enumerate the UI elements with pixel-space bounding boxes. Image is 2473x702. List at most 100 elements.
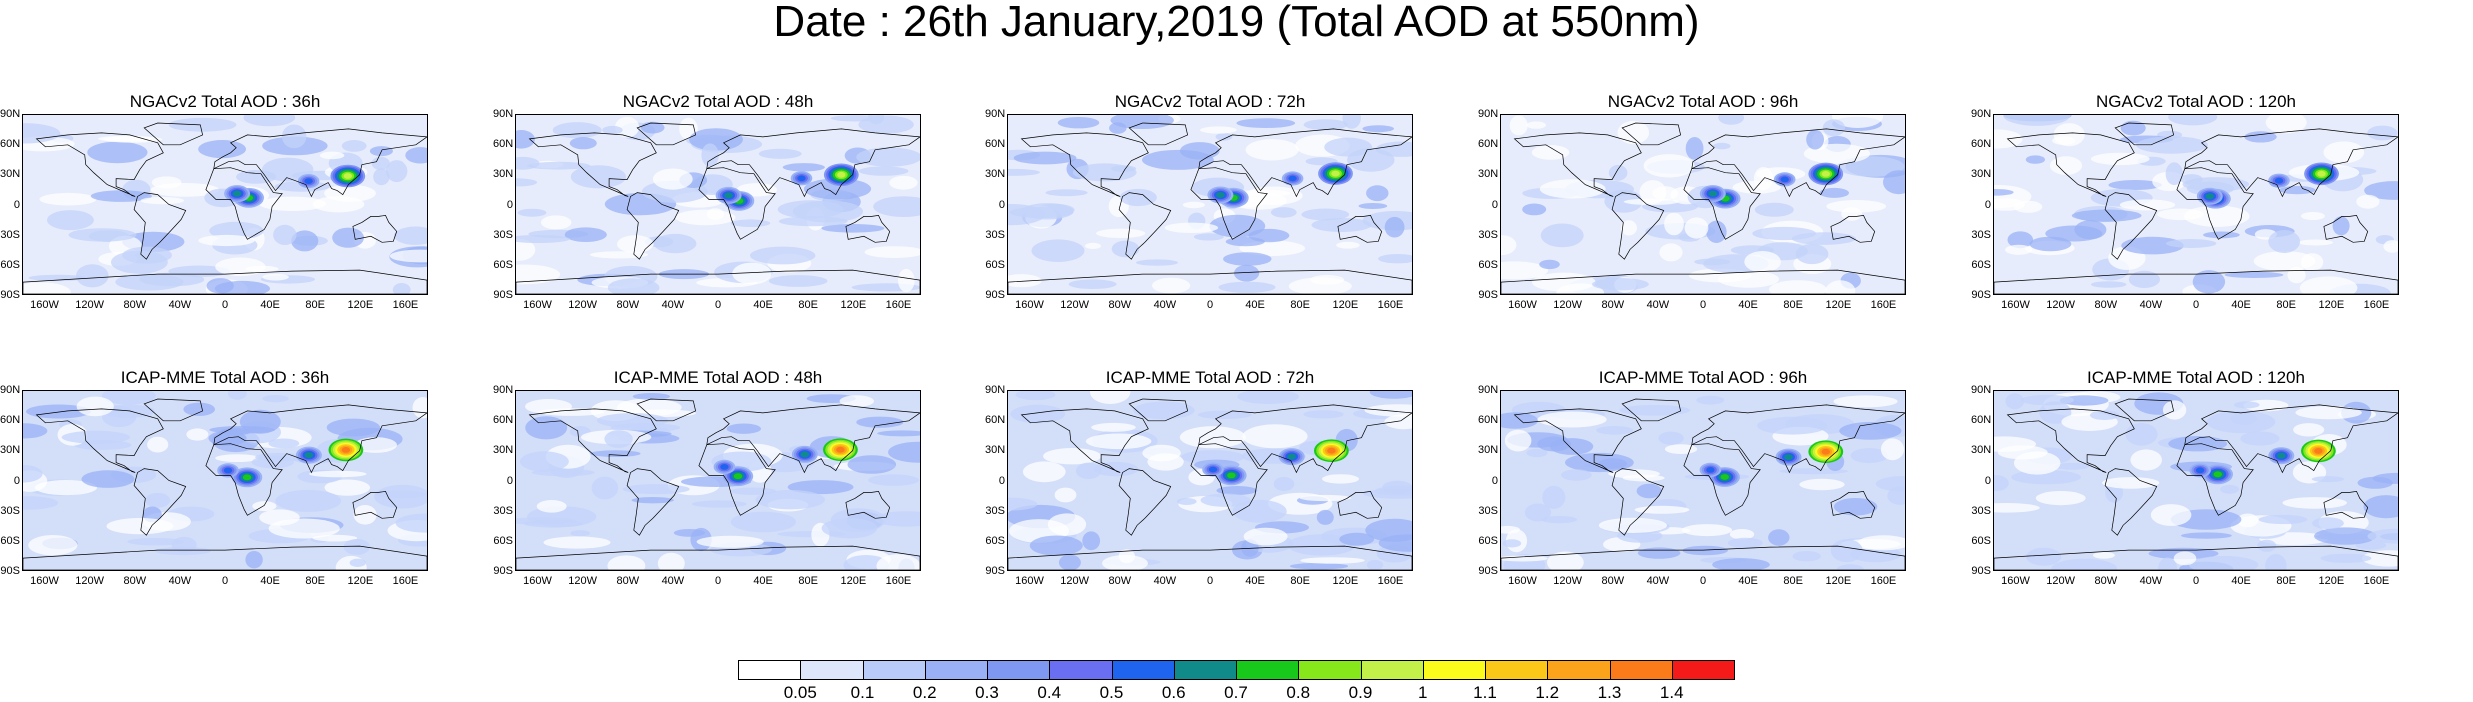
aod-hotspot (2274, 177, 2284, 184)
aod-blob (1237, 391, 1299, 404)
aod-blob (726, 423, 761, 434)
aod-blob (1806, 129, 1824, 150)
aod-hotspot (1780, 176, 1789, 183)
aod-map (1007, 114, 1413, 295)
aod-blob (1270, 207, 1297, 218)
aod-blob (1841, 207, 1862, 221)
coastline (516, 122, 920, 294)
aod-blob (1009, 206, 1074, 218)
aod-blob (259, 196, 326, 211)
panel-title: NGACv2 Total AOD : 72h (1114, 92, 1306, 111)
aod-blob (758, 148, 802, 159)
aod-blob (888, 441, 920, 463)
aod-blob (198, 234, 255, 247)
aod-blob (371, 156, 390, 170)
aod-blob (2128, 270, 2160, 288)
latitude-tick-label: 30S (0, 228, 20, 241)
aod-blob (76, 264, 109, 288)
aod-blob (2240, 431, 2280, 446)
aod-blob (570, 530, 590, 537)
aod-blob (2253, 251, 2316, 272)
aod-blob (214, 280, 270, 294)
latitude-tick-label: 60S (985, 534, 1005, 547)
aod-blob (1336, 241, 1360, 249)
panel-title: ICAP-MME Total AOD : 120h (2087, 368, 2305, 387)
aod-blob (1833, 395, 1898, 408)
longitude-tick-label: 40E (2231, 299, 2251, 311)
aod-blob (1375, 141, 1412, 157)
aod-blob (1526, 121, 1546, 129)
aod-blob (236, 170, 277, 184)
latitude-tick-label: 30S (1478, 504, 1498, 517)
aod-blob (696, 535, 764, 548)
aod-blob (1085, 433, 1152, 450)
longitude-tick-label: 160W (30, 575, 59, 587)
aod-blob (1303, 119, 1348, 131)
aod-blob (2013, 451, 2061, 475)
aod-hotspot (1216, 192, 1225, 198)
aod-blob (1598, 517, 1667, 533)
aod-blob (520, 451, 569, 472)
map-panel: ICAP-MME Total AOD : 48h 90N 60N 30N 0 30S 60S… (493, 368, 923, 593)
map-panel: NGACv2 Total AOD : 96h 90N 60N 30N 0 30S 60S 90… (1478, 92, 1908, 317)
aod-blob (39, 192, 97, 206)
aod-field (516, 391, 920, 570)
latitude-tick-label: 90S (0, 565, 20, 577)
aod-blob (1547, 551, 1584, 570)
latitude-tick-label: 30N (493, 168, 514, 181)
aod-blob (2120, 120, 2146, 136)
aod-blob (1713, 142, 1731, 150)
aod-blob (245, 265, 279, 272)
aod-hotspot (304, 178, 313, 184)
aod-blob (1216, 486, 1258, 495)
aod-blob (536, 500, 567, 513)
aod-blob (830, 508, 886, 532)
latitude-tick-label: 90S (0, 289, 20, 301)
aod-hotspot (341, 447, 351, 453)
aod-hotspot (797, 175, 806, 182)
aod-hotspot (343, 173, 352, 179)
aod-hotspot (1287, 453, 1296, 460)
aod-map (1993, 390, 2399, 571)
longitude-tick-label: 40E (753, 299, 773, 311)
longitude-tick-label: 120E (2318, 299, 2345, 311)
aod-hotspot (2317, 170, 2326, 177)
aod-blob (1096, 228, 1146, 238)
aod-hotspot (724, 192, 733, 199)
aod-blob (1524, 503, 1552, 522)
longitude-tick-label: 80W (1108, 575, 1132, 587)
longitude-tick-label: 160W (1508, 299, 1537, 311)
latitude-tick-label: 60N (1478, 138, 1499, 151)
longitude-tick-label: 120E (347, 575, 374, 587)
aod-blob (516, 264, 561, 285)
aod-blob (1768, 529, 1790, 546)
longitude-tick-label: 80W (616, 575, 640, 587)
longitude-tick-label: 40E (1245, 575, 1265, 587)
longitude-tick-label: 120W (568, 299, 598, 311)
aod-blob (405, 147, 427, 164)
aod-blob (590, 450, 641, 457)
aod-blob (2025, 155, 2045, 164)
map-panel: NGACv2 Total AOD : 72h 90N 60N 30N 0 30S 60S 90… (985, 92, 1415, 317)
aod-blob (1008, 274, 1042, 288)
aod-blob (873, 196, 920, 217)
aod-blob (2108, 180, 2162, 190)
coastline (1501, 122, 1905, 294)
longitude-tick-label: 160E (1377, 299, 1404, 311)
longitude-tick-label: 160E (2363, 299, 2390, 311)
aod-blob (657, 552, 685, 570)
aod-blob (341, 140, 367, 152)
aod-blob (1299, 494, 1352, 502)
aod-blob (1300, 557, 1365, 564)
longitude-tick-label: 40W (661, 575, 685, 587)
longitude-tick-label: 0 (2192, 575, 2200, 587)
longitude-tick-label: 120E (347, 299, 374, 311)
aod-blob (140, 197, 185, 205)
longitude-tick-label: 120W (568, 575, 598, 587)
aod-blob (590, 251, 648, 259)
aod-hotspot (2205, 193, 2214, 200)
aod-blob (1010, 404, 1065, 424)
aod-blob (115, 273, 184, 291)
aod-blob (23, 423, 48, 439)
aod-blob (1857, 535, 1905, 551)
